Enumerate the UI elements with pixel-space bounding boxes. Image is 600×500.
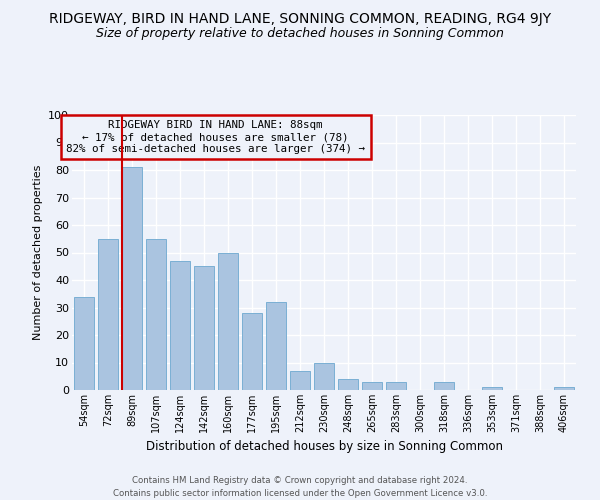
Text: RIDGEWAY, BIRD IN HAND LANE, SONNING COMMON, READING, RG4 9JY: RIDGEWAY, BIRD IN HAND LANE, SONNING COM… bbox=[49, 12, 551, 26]
Bar bbox=[386, 382, 406, 390]
Bar bbox=[218, 252, 238, 390]
Bar bbox=[482, 387, 502, 390]
Bar bbox=[266, 302, 286, 390]
Text: Contains HM Land Registry data © Crown copyright and database right 2024.
Contai: Contains HM Land Registry data © Crown c… bbox=[113, 476, 487, 498]
Bar bbox=[554, 387, 574, 390]
Text: RIDGEWAY BIRD IN HAND LANE: 88sqm
← 17% of detached houses are smaller (78)
82% : RIDGEWAY BIRD IN HAND LANE: 88sqm ← 17% … bbox=[66, 120, 365, 154]
Bar bbox=[122, 167, 142, 390]
Bar bbox=[146, 239, 166, 390]
Bar bbox=[338, 379, 358, 390]
Bar bbox=[434, 382, 454, 390]
Bar bbox=[170, 261, 190, 390]
Bar bbox=[314, 362, 334, 390]
Bar bbox=[98, 239, 118, 390]
Bar bbox=[194, 266, 214, 390]
Bar bbox=[74, 296, 94, 390]
Text: Size of property relative to detached houses in Sonning Common: Size of property relative to detached ho… bbox=[96, 28, 504, 40]
Bar bbox=[290, 371, 310, 390]
Y-axis label: Number of detached properties: Number of detached properties bbox=[32, 165, 43, 340]
X-axis label: Distribution of detached houses by size in Sonning Common: Distribution of detached houses by size … bbox=[146, 440, 503, 454]
Bar bbox=[242, 313, 262, 390]
Bar bbox=[362, 382, 382, 390]
